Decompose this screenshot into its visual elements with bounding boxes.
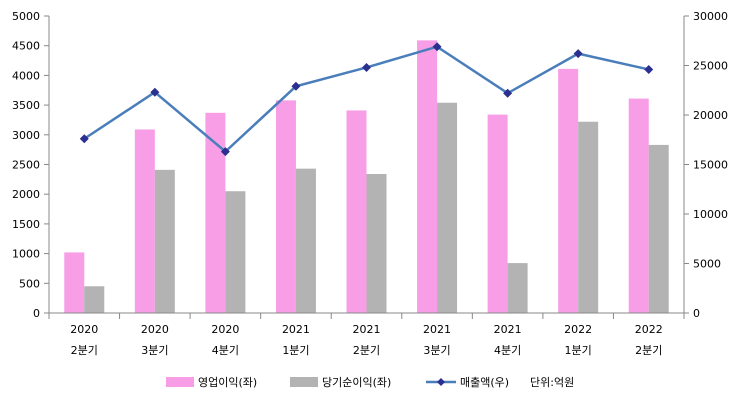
bar-operating-profit	[64, 252, 85, 313]
legend-swatch-operating-profit	[166, 377, 194, 387]
x-tick-label-year: 2022	[635, 323, 663, 336]
revenue-point	[573, 49, 583, 59]
bar-net-income	[154, 169, 175, 313]
left-tick-label: 1000	[12, 248, 40, 261]
x-tick-label-year: 2021	[494, 323, 522, 336]
bar-operating-profit	[558, 68, 579, 313]
x-tick-label-year: 2021	[282, 323, 310, 336]
bar-net-income	[84, 286, 105, 313]
x-tick-label-quarter: 2분기	[353, 344, 380, 357]
revenue-point	[644, 64, 654, 74]
bar-net-income	[437, 102, 458, 313]
right-tick-label: 25000	[693, 60, 728, 73]
x-tick-label-quarter: 2분기	[635, 344, 662, 357]
revenue-point	[291, 81, 301, 91]
x-tick-label-year: 2021	[423, 323, 451, 336]
left-tick-label: 0	[33, 307, 40, 320]
legend-label-net-income: 당기순이익(좌)	[322, 376, 391, 389]
x-tick-label-quarter: 4분기	[494, 344, 521, 357]
bar-net-income	[366, 174, 387, 313]
legend-label-revenue: 매출액(우)	[460, 376, 509, 389]
x-tick-label-year: 2021	[353, 323, 381, 336]
x-tick-label-quarter: 4분기	[212, 344, 239, 357]
bar-operating-profit	[275, 100, 296, 314]
x-tick-label-quarter: 2분기	[71, 344, 98, 357]
x-tick-label-quarter: 1분기	[282, 344, 309, 357]
x-tick-label-quarter: 1분기	[565, 344, 592, 357]
revenue-point	[432, 42, 442, 52]
revenue-point	[150, 87, 160, 97]
right-tick-label: 5000	[693, 258, 721, 271]
bar-net-income	[578, 121, 599, 314]
left-tick-label: 5000	[12, 10, 40, 23]
bar-operating-profit	[417, 40, 438, 313]
left-tick-label: 3000	[12, 129, 40, 142]
bar-operating-profit	[487, 114, 508, 313]
right-tick-label: 30000	[693, 10, 728, 23]
left-tick-label: 2000	[12, 188, 40, 201]
x-tick-label-year: 2020	[141, 323, 169, 336]
x-tick-label-year: 2020	[211, 323, 239, 336]
unit-note: 단위:억원	[530, 376, 574, 389]
revenue-point	[503, 88, 513, 98]
revenue-point	[220, 147, 230, 157]
bar-net-income	[225, 191, 246, 313]
left-tick-label: 3500	[12, 99, 40, 112]
right-tick-label: 15000	[693, 159, 728, 172]
left-tick-label: 4000	[12, 69, 40, 82]
right-tick-label: 0	[693, 307, 700, 320]
x-tick-label-quarter: 3분기	[141, 344, 168, 357]
legend-label-operating-profit: 영업이익(좌)	[198, 376, 257, 389]
bar-operating-profit	[205, 112, 226, 314]
left-tick-label: 1500	[12, 218, 40, 231]
revenue-point	[362, 62, 371, 72]
left-tick-label: 4500	[12, 40, 40, 53]
bar-net-income	[507, 263, 528, 313]
bar-operating-profit	[134, 129, 155, 313]
left-tick-label: 2500	[12, 159, 40, 172]
x-tick-label-year: 2022	[564, 323, 592, 336]
right-tick-label: 20000	[693, 109, 728, 122]
x-tick-label-year: 2020	[70, 323, 98, 336]
bar-net-income	[295, 168, 316, 313]
bar-operating-profit	[628, 98, 649, 313]
revenue-point	[79, 134, 89, 144]
bar-operating-profit	[346, 110, 367, 313]
right-tick-label: 10000	[693, 208, 728, 221]
x-tick-label-quarter: 3분기	[423, 344, 450, 357]
legend-swatch-revenue-marker	[437, 378, 445, 386]
left-tick-label: 500	[19, 277, 40, 290]
legend-swatch-net-income	[290, 377, 318, 387]
bar-net-income	[648, 144, 669, 313]
